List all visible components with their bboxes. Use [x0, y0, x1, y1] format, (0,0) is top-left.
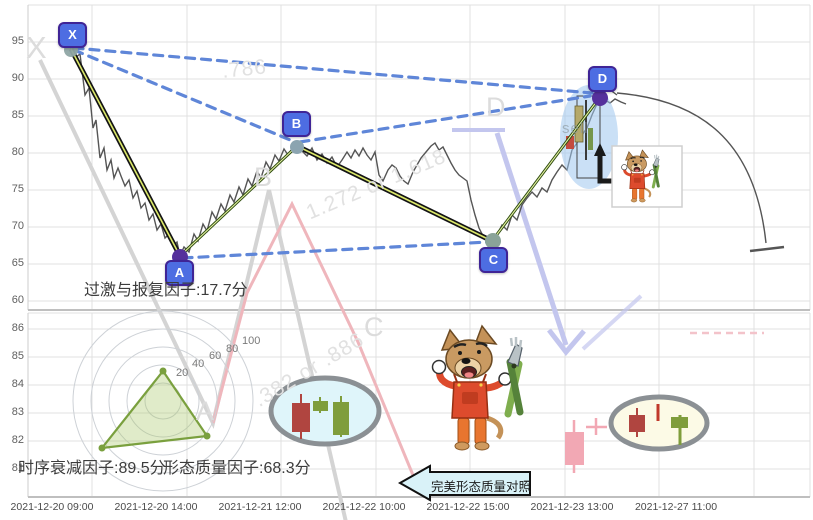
radar-tick: 20	[176, 367, 189, 379]
price-line	[62, 44, 627, 259]
time-decay-factor-text: 时序衰减因子:89.5分	[18, 460, 166, 477]
badge-a[interactable]: A	[165, 260, 194, 286]
price-axis-tick: 80	[11, 146, 24, 158]
watermark-letter-c: C	[364, 312, 384, 342]
pattern-candles-oval-left	[268, 375, 382, 447]
x-axis-label: 2021-12-20 14:00	[114, 501, 198, 513]
radar-tick: 80	[226, 343, 239, 355]
price-axis-tick: 85	[11, 109, 24, 121]
lower-axis-tick: 84	[11, 378, 24, 390]
line-x-b	[72, 48, 297, 144]
overreaction-factor-text: 过激与报复因子:17.7分	[84, 282, 248, 299]
lower-axis-tick: 85	[11, 350, 24, 362]
x-axis-label: 2021-12-22 15:00	[426, 501, 510, 513]
radar-polygon	[99, 369, 209, 450]
radar-tick: 60	[209, 350, 222, 362]
grid-bottom-chart	[27, 312, 811, 498]
price-axis-tick: 65	[11, 257, 24, 269]
watermark-letter-b: B	[254, 162, 273, 192]
price-axis-tick: 75	[11, 183, 24, 195]
watermark-letter-a: A	[196, 396, 215, 426]
watermark-letter-x: X	[26, 30, 47, 65]
watermark-pattern	[38, 59, 764, 520]
lower-axis-tick: 81	[11, 462, 24, 474]
perfect-comparison-label[interactable]: 完美形态质量对照	[431, 480, 532, 494]
dog-mascot-large	[433, 326, 523, 450]
lower-axis-tick: 83	[11, 406, 24, 418]
x-axis-label: 2021-12-21 12:00	[218, 501, 302, 513]
watermark-ratio-xb: .786	[221, 55, 269, 83]
perfect-comparison-arrow-shape[interactable]	[397, 464, 531, 502]
price-axis-tick: 95	[11, 35, 24, 47]
x-axis-label: 2021-12-27 11:00	[634, 501, 718, 513]
callout-arrow	[594, 143, 616, 184]
watermark-letter-d: D	[486, 92, 506, 122]
x-axis-label: 2021-12-22 10:00	[322, 501, 406, 513]
marker-b	[290, 140, 304, 154]
radar-tick: 40	[192, 358, 205, 370]
pattern-point-markers	[64, 43, 608, 265]
x-axis-label: 2021-12-20 09:00	[10, 501, 94, 513]
x-axis-label: 2021-12-23 13:00	[530, 501, 614, 513]
line-b-d	[298, 94, 592, 144]
market-candles	[565, 418, 607, 473]
solid-pattern-lines	[68, 47, 602, 258]
marker-c	[485, 233, 501, 249]
lower-axis-tick: 82	[11, 434, 24, 446]
price-axis-tick: 70	[11, 220, 24, 232]
marker-d	[592, 90, 608, 106]
price-axis-tick: 90	[11, 72, 24, 84]
badge-c[interactable]: C	[479, 247, 508, 273]
dog-mascot-thumbnail	[611, 145, 683, 208]
badge-b[interactable]: B	[282, 111, 311, 137]
shape-quality-factor-text: 形态质量因子:68.3分	[163, 460, 311, 477]
line-a-c	[181, 240, 490, 260]
badge-d[interactable]: D	[588, 66, 617, 92]
radar-tick: 100	[242, 335, 261, 347]
dashed-pattern-lines	[72, 46, 594, 260]
price-axis-tick: 60	[11, 294, 24, 306]
lower-axis-tick: 86	[11, 322, 24, 334]
line-x-d	[72, 46, 594, 95]
radar-chart	[72, 310, 254, 492]
sell-hint-text: sell	[562, 120, 589, 137]
badge-x[interactable]: X	[58, 22, 87, 48]
pattern-candles-oval-right	[608, 394, 710, 452]
